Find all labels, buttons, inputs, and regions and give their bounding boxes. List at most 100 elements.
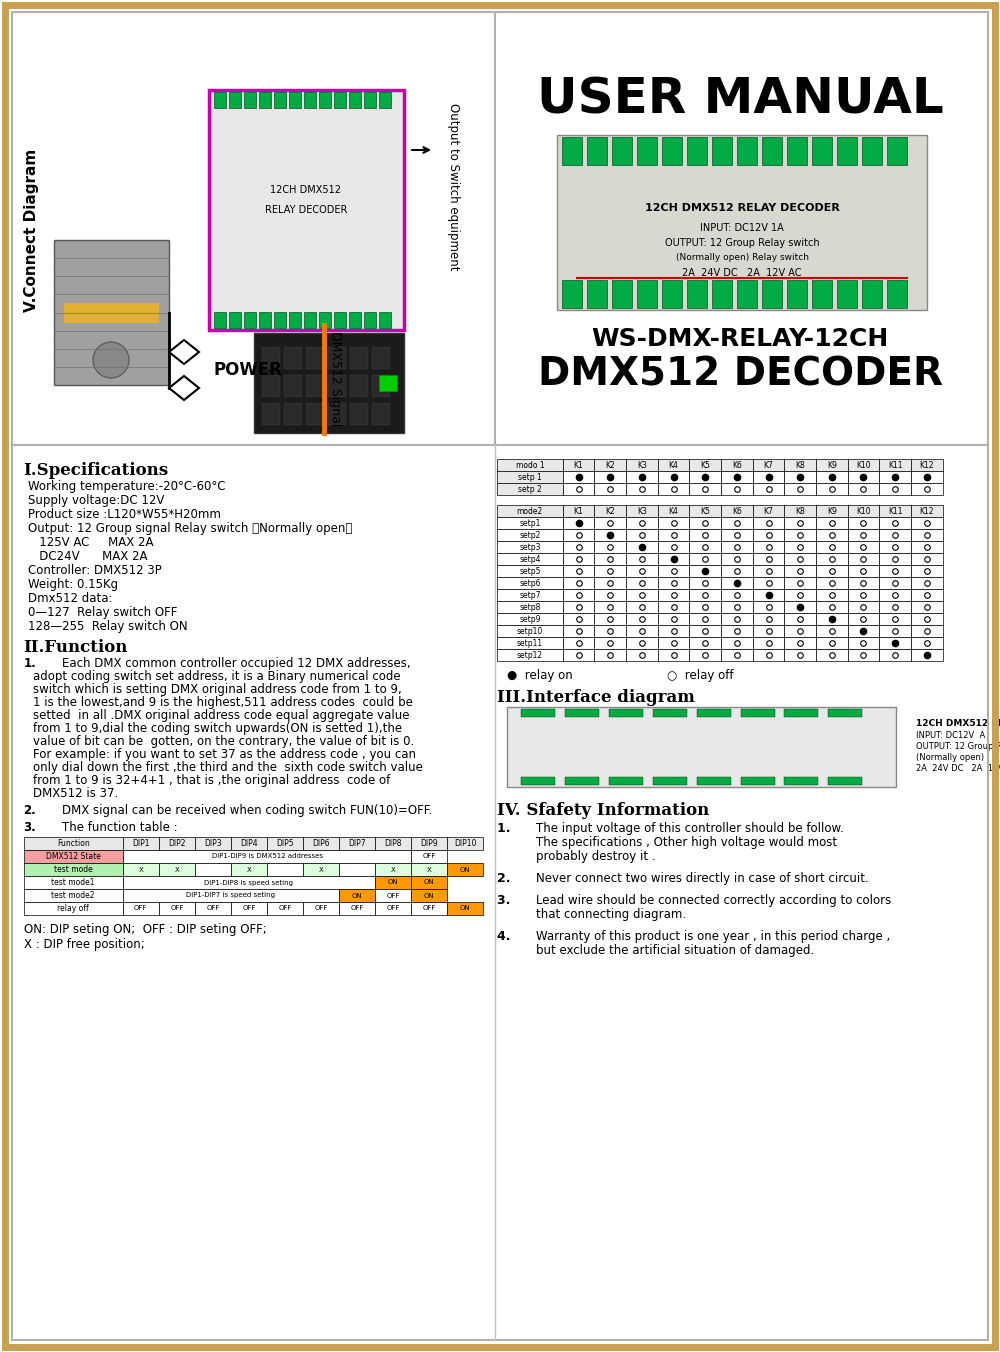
Text: K4: K4 <box>669 507 678 515</box>
Bar <box>911 649 943 661</box>
Bar <box>64 303 159 323</box>
Bar <box>497 565 563 577</box>
Bar <box>848 541 879 553</box>
Bar <box>816 506 848 516</box>
Bar <box>594 602 626 612</box>
Text: setp7: setp7 <box>519 591 541 599</box>
Bar <box>753 625 784 637</box>
Bar <box>816 589 848 602</box>
Text: OFF: OFF <box>242 906 256 911</box>
Text: ON: ON <box>424 892 435 899</box>
Bar <box>375 902 411 915</box>
Text: DIP1: DIP1 <box>132 840 150 848</box>
Text: 0—127  Relay switch OFF: 0—127 Relay switch OFF <box>28 606 178 619</box>
Text: 128—255  Relay switch ON: 128—255 Relay switch ON <box>28 621 188 633</box>
Bar <box>304 312 316 329</box>
Bar <box>563 602 594 612</box>
Text: DMX512 State: DMX512 State <box>46 852 101 861</box>
Bar <box>721 529 753 541</box>
Bar <box>497 458 563 470</box>
Bar <box>689 458 721 470</box>
Text: K2: K2 <box>605 507 615 515</box>
Bar <box>411 890 447 902</box>
Bar <box>658 637 689 649</box>
Text: 3.: 3. <box>24 821 36 834</box>
Bar <box>721 577 753 589</box>
Bar <box>848 506 879 516</box>
Text: WS-DMX-RELAY-12CH: WS-DMX-RELAY-12CH <box>591 327 889 352</box>
Bar <box>626 577 658 589</box>
Bar <box>372 347 390 369</box>
Bar <box>721 612 753 625</box>
Text: (Normally open): (Normally open) <box>916 753 984 763</box>
Text: II.Function: II.Function <box>24 639 128 656</box>
Text: 12CH DMX512: 12CH DMX512 <box>270 185 341 195</box>
Bar <box>594 529 626 541</box>
Text: OUTPUT: 12 Group Relay switch: OUTPUT: 12 Group Relay switch <box>916 742 1000 750</box>
Bar <box>447 837 483 850</box>
Bar <box>848 565 879 577</box>
Bar <box>284 347 302 369</box>
Bar <box>497 553 563 565</box>
Bar <box>563 516 594 529</box>
Bar <box>563 506 594 516</box>
Bar <box>497 602 563 612</box>
Text: K11: K11 <box>888 507 902 515</box>
Bar <box>784 470 816 483</box>
Bar <box>267 837 303 850</box>
Bar <box>816 541 848 553</box>
Bar <box>721 470 753 483</box>
Text: K10: K10 <box>856 507 871 515</box>
Bar <box>753 516 784 529</box>
Text: setp2: setp2 <box>519 530 541 539</box>
Text: Never connect two wires directly in case of short circuit.: Never connect two wires directly in case… <box>536 872 869 886</box>
Bar <box>911 637 943 649</box>
Bar <box>626 506 658 516</box>
Bar <box>319 312 331 329</box>
Text: ●  relay on: ● relay on <box>507 669 572 681</box>
Bar <box>123 850 411 863</box>
Bar <box>587 280 607 308</box>
Bar <box>563 565 594 577</box>
Text: The function table :: The function table : <box>62 821 178 834</box>
Bar <box>594 516 626 529</box>
Text: For example: if you want to set 37 as the address code , you can: For example: if you want to set 37 as th… <box>33 748 416 761</box>
Bar <box>879 541 911 553</box>
Bar <box>303 902 339 915</box>
Bar <box>563 637 594 649</box>
Bar <box>753 612 784 625</box>
Bar <box>594 649 626 661</box>
Text: ON: ON <box>352 892 363 899</box>
Bar <box>848 577 879 589</box>
Bar <box>289 92 301 108</box>
Bar <box>879 577 911 589</box>
Bar <box>737 280 757 308</box>
Bar <box>303 837 339 850</box>
Text: Supply voltage:DC 12V: Supply voltage:DC 12V <box>28 493 165 507</box>
Bar <box>879 602 911 612</box>
Text: K4: K4 <box>669 461 678 469</box>
Text: DC24V      MAX 2A: DC24V MAX 2A <box>28 550 148 562</box>
Bar <box>753 506 784 516</box>
Bar <box>848 625 879 637</box>
Bar <box>364 92 376 108</box>
Bar <box>658 458 689 470</box>
Text: 2A  24V DC   2A  12V AC: 2A 24V DC 2A 12V AC <box>916 764 1000 773</box>
Bar <box>334 92 346 108</box>
Bar <box>521 777 555 786</box>
Text: 12CH DMX512 RELAY DECODER: 12CH DMX512 RELAY DECODER <box>645 203 839 214</box>
Bar <box>497 649 563 661</box>
Text: OFF: OFF <box>387 892 400 899</box>
Bar <box>303 863 339 876</box>
Bar <box>784 625 816 637</box>
Text: DIP4: DIP4 <box>240 840 258 848</box>
Bar <box>375 890 411 902</box>
Bar <box>879 516 911 529</box>
Bar <box>563 541 594 553</box>
Bar <box>687 137 707 165</box>
Bar <box>259 312 271 329</box>
Bar <box>563 529 594 541</box>
Bar <box>563 612 594 625</box>
Bar <box>911 483 943 495</box>
Bar <box>911 589 943 602</box>
